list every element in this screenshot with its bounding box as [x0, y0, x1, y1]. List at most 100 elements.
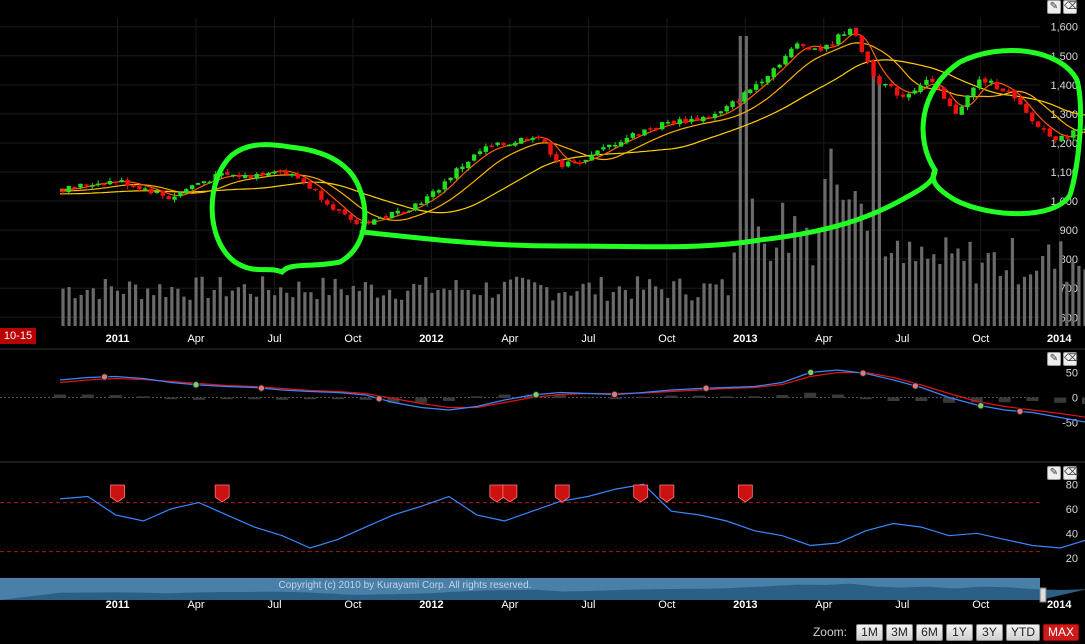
navigator-label: Jul [581, 599, 595, 611]
volume-bar [587, 282, 591, 326]
y-tick-label: 700 [1060, 283, 1078, 295]
candle-body [137, 185, 142, 190]
candle-body [783, 56, 788, 65]
volume-bar [968, 241, 972, 326]
zoom-3m-button[interactable]: 3M [885, 623, 913, 641]
volume-bar [260, 276, 265, 326]
navigator-label: 2011 [106, 599, 130, 611]
volume-bar [865, 230, 869, 326]
volume-bar [133, 284, 138, 326]
candle-body [113, 181, 119, 183]
volume-bar [666, 297, 670, 326]
candle-body [1071, 130, 1076, 138]
histogram-bar [470, 396, 483, 398]
histogram-bar [192, 397, 205, 400]
zoom-6m-button[interactable]: 6M [915, 623, 943, 641]
volume-bar [267, 289, 271, 326]
volume-bar [127, 281, 132, 326]
histogram-bar [331, 397, 344, 400]
volume-bar [109, 286, 113, 326]
candle-body [448, 177, 453, 181]
candle-body [372, 219, 377, 225]
candle-body [66, 186, 72, 193]
overbought-flag [489, 484, 505, 503]
candle-body [953, 104, 959, 114]
volume-bar [502, 281, 507, 326]
y-tick-label: 20 [1066, 553, 1078, 565]
volume-bar [781, 202, 785, 326]
histogram-bar [109, 395, 122, 398]
volume-bar [841, 199, 845, 326]
volume-bar [170, 286, 174, 326]
candle-body [536, 136, 541, 139]
volume-bar [708, 283, 712, 326]
volume-bar [702, 283, 706, 326]
eraser-icon[interactable]: ⌫ [1063, 0, 1079, 14]
volume-bar [224, 296, 228, 326]
candle-body [348, 214, 353, 220]
histogram-bar [54, 394, 66, 398]
candle-body [812, 48, 818, 50]
candle-body [419, 203, 424, 205]
eraser-icon[interactable]: ⌫ [1063, 352, 1079, 366]
histogram-bar [359, 397, 372, 400]
volume-bar [1004, 270, 1008, 326]
ma-line-mid [60, 42, 1085, 221]
zoom-max-button[interactable]: MAX [1042, 623, 1079, 641]
volume-bar [248, 293, 253, 326]
histogram-bar [887, 397, 900, 401]
volume-bar [460, 289, 464, 326]
overbought-flag [214, 484, 230, 503]
volume-bar [73, 298, 77, 326]
volume-bar [950, 253, 954, 326]
candle-body [336, 209, 342, 211]
zoom-ytd-button[interactable]: YTD [1005, 623, 1040, 641]
histogram-bar [915, 397, 928, 401]
volume-bar [575, 291, 579, 326]
pencil-icon[interactable]: ✎ [1047, 0, 1061, 14]
histogram-bar [498, 394, 511, 398]
navigator-label: Apr [501, 599, 518, 611]
candle-body [313, 188, 318, 191]
candle-body [131, 185, 136, 188]
crossover-marker [610, 390, 619, 399]
price-panel: 1,6001,5001,4001,3001,2001,1001,00090080… [0, 18, 1085, 345]
volume-bar [551, 300, 555, 326]
volume-bar [121, 293, 126, 326]
volume-bar [400, 299, 404, 326]
candle-body [554, 154, 559, 161]
zoom-3y-button[interactable]: 3Y [975, 623, 1003, 641]
candle-body [565, 161, 571, 167]
volume-bar [738, 36, 742, 326]
volume-bar [744, 36, 748, 326]
zoom-1y-button[interactable]: 1Y [945, 623, 973, 641]
pencil-icon[interactable]: ✎ [1047, 352, 1061, 366]
volume-bar [327, 295, 331, 326]
volume-bar [1071, 261, 1075, 326]
navigator-handle[interactable] [1039, 587, 1047, 603]
volume-bar [756, 226, 761, 326]
histogram-bar [554, 395, 567, 398]
x-tick-label: 2014 [1047, 333, 1072, 345]
volume-bar [61, 288, 65, 326]
candle-body [724, 106, 729, 112]
candle-body [507, 144, 512, 147]
candle-body [595, 150, 600, 156]
candle-body [442, 181, 447, 190]
volume-bar [714, 284, 718, 326]
volume-bar [992, 252, 996, 326]
x-tick-label: Jul [581, 333, 595, 345]
volume-bar [647, 279, 652, 326]
zoom-1m-button[interactable]: 1M [855, 623, 883, 641]
eraser-icon[interactable]: ⌫ [1063, 466, 1079, 480]
candle-body [330, 204, 336, 210]
volume-bar [448, 290, 452, 326]
volume-bar [617, 286, 621, 326]
pencil-icon[interactable]: ✎ [1047, 466, 1061, 480]
candle-body [683, 118, 688, 124]
candle-body [748, 89, 753, 93]
candle-body [777, 64, 782, 68]
candle-body [219, 172, 224, 176]
candle-body [319, 190, 324, 200]
navigator-label: Apr [187, 599, 204, 611]
